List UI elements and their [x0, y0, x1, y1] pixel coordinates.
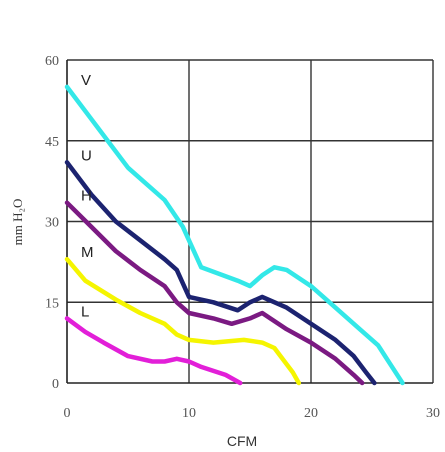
series-label-V: V [81, 72, 91, 89]
y-axis-title: mm H₂O [10, 199, 25, 246]
series-lines [64, 84, 405, 386]
y-tick-label-0: 0 [52, 377, 59, 392]
y-tick-label-30: 30 [45, 216, 59, 231]
series-line-L [64, 316, 243, 386]
series-line-U [64, 160, 377, 386]
x-tick-label-30: 30 [426, 406, 440, 421]
x-tick-label-10: 10 [182, 406, 196, 421]
y-tick-label-60: 60 [45, 54, 59, 69]
series-label-M: M [81, 244, 94, 261]
x-tick-label-0: 0 [64, 406, 71, 421]
grid-lines [67, 59, 434, 383]
series-label-L: L [81, 303, 89, 320]
tick-labels: 0 15 30 45 60 0 10 20 30 [45, 54, 440, 421]
series-line-H [64, 200, 365, 386]
series-labels: V U H M L [81, 72, 94, 320]
y-tick-label-15: 15 [45, 296, 59, 311]
series-label-U: U [81, 147, 92, 164]
y-tick-label-45: 45 [45, 135, 59, 150]
series-label-H: H [81, 188, 92, 205]
x-tick-label-20: 20 [304, 406, 318, 421]
series-line-M [64, 256, 302, 386]
series-line-V [64, 84, 405, 386]
x-axis-title: CFM [227, 433, 257, 449]
